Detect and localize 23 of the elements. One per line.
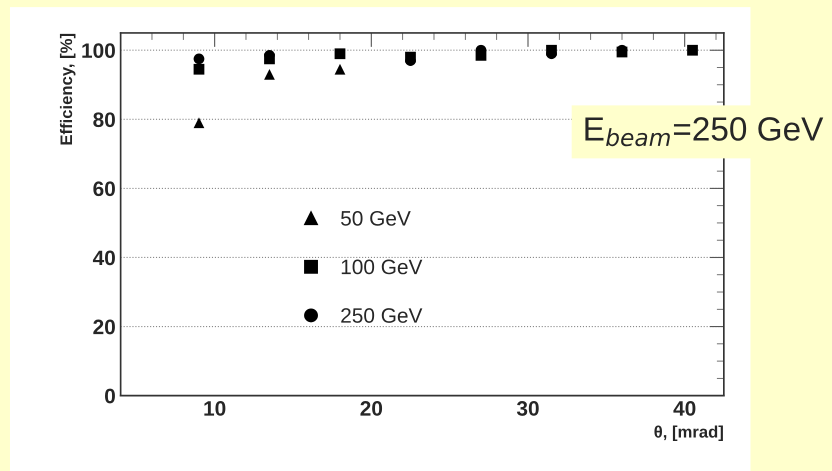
x-axis-title: θ, [mrad] <box>654 425 723 442</box>
x-tick-label: 10 <box>204 401 226 416</box>
annotation: E$_{beam}$=250 GeV <box>585 117 824 146</box>
legend-label: 100 GeV <box>342 260 422 274</box>
legend-label: 250 GeV <box>341 308 422 323</box>
y-tick-label: 60 <box>93 181 115 196</box>
point <box>194 117 204 128</box>
point <box>194 64 204 75</box>
point <box>264 69 275 80</box>
x-tick-label: 20 <box>360 401 382 416</box>
point <box>687 44 698 56</box>
point <box>194 53 204 64</box>
point <box>334 64 346 75</box>
legend-label: 50 GeV <box>341 210 411 226</box>
x-tick-label: 30 <box>516 401 539 416</box>
y-axis-title: Efficiency, [%] <box>60 34 76 145</box>
y-tick-label: 40 <box>92 250 115 266</box>
point <box>334 48 346 60</box>
y-tick-label: 100 <box>82 43 115 58</box>
y-tick-label: 80 <box>93 112 115 128</box>
y-tick-label: 0 <box>105 388 115 404</box>
x-tick-label: 40 <box>673 401 696 416</box>
y-tick-label: 20 <box>93 320 115 334</box>
